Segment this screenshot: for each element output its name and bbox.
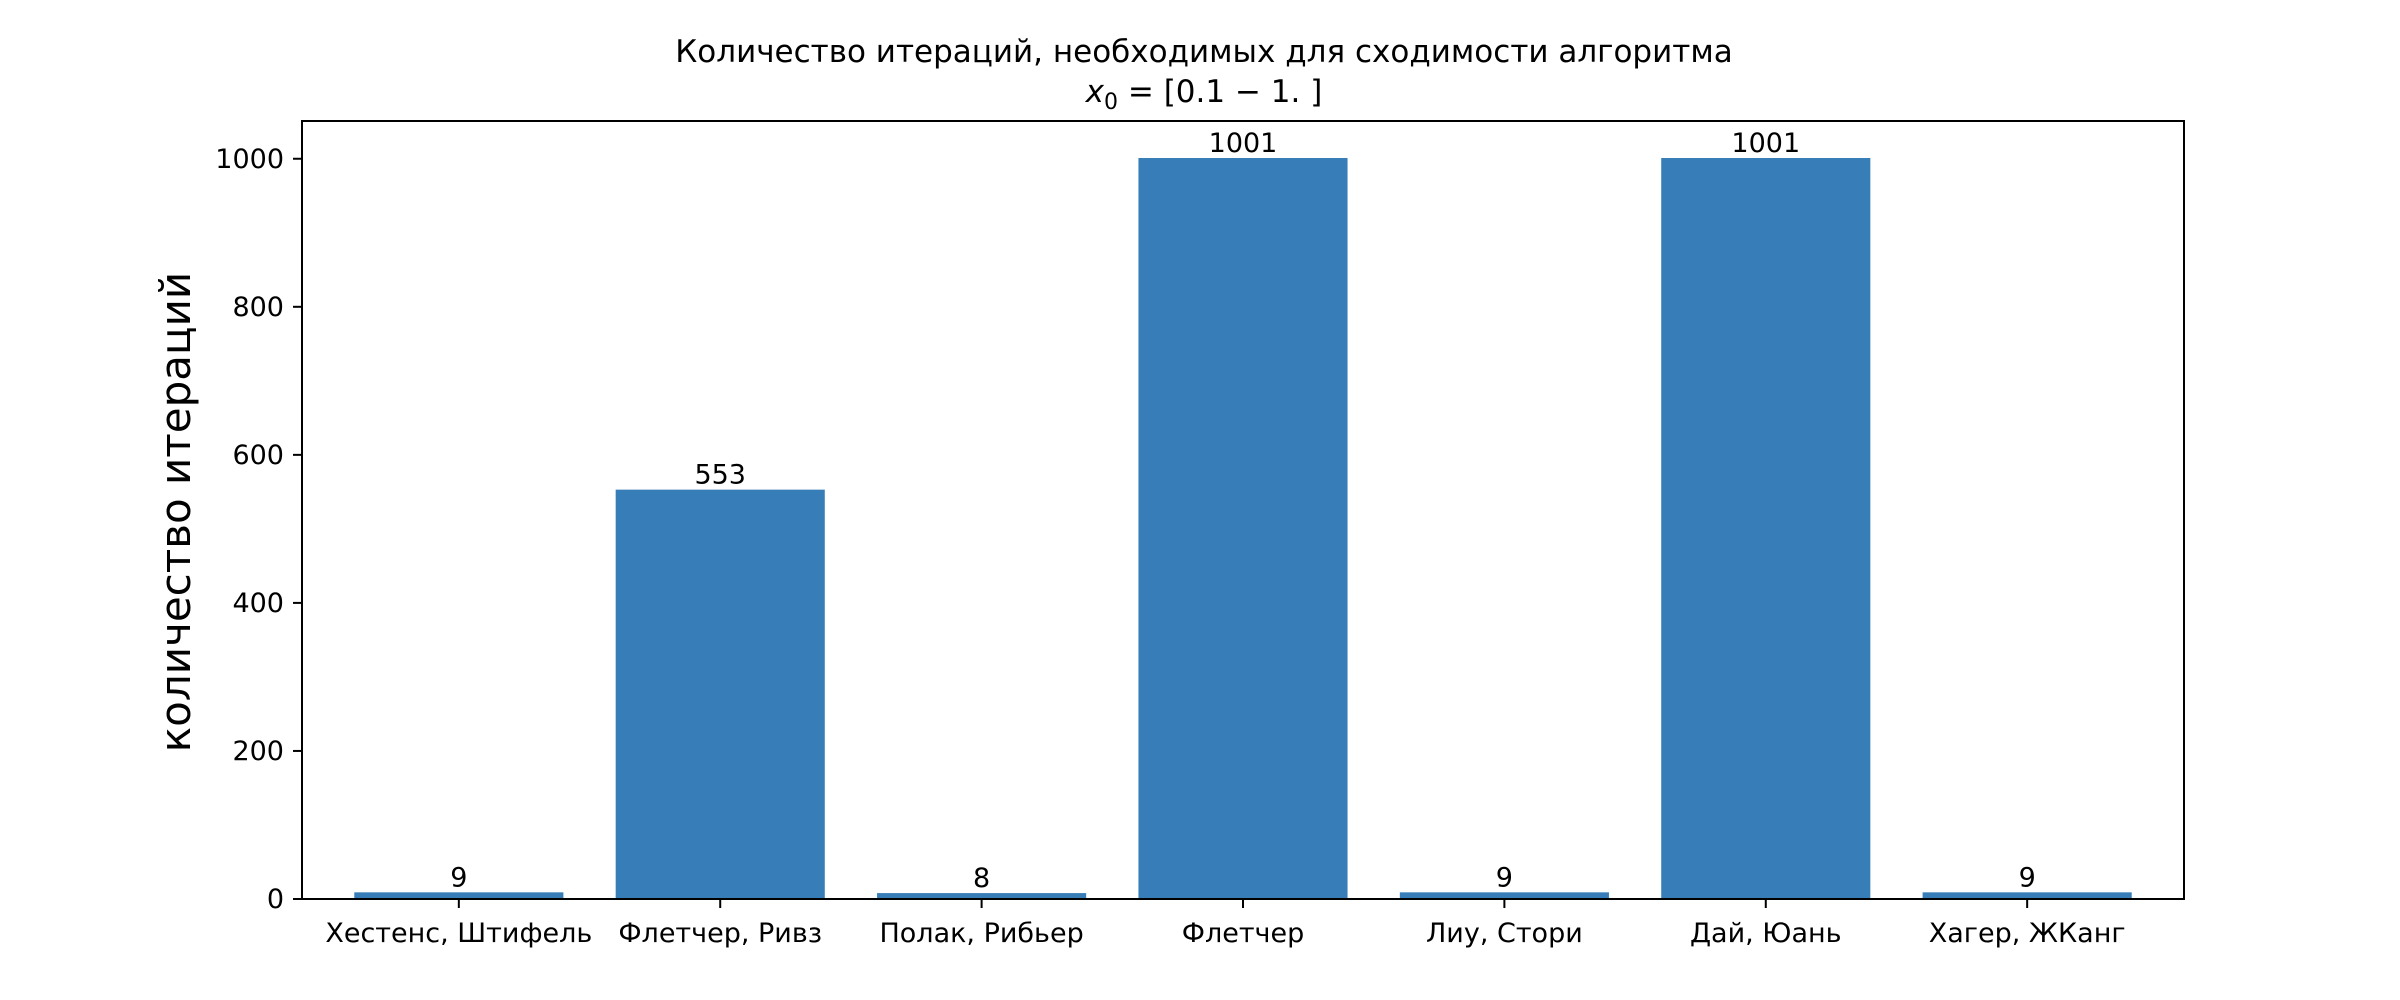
- bar-value-label-7: 9: [2019, 862, 2036, 893]
- x-tick-label-4: Флетчер: [1182, 918, 1305, 949]
- y-tick-label-0: 0: [267, 884, 284, 915]
- bar-1: [354, 892, 564, 899]
- bar-4: [1138, 158, 1348, 899]
- bar-7: [1922, 892, 2132, 899]
- y-tick-label-800: 800: [232, 292, 284, 323]
- x-tick-label-2: Флетчер, Ривз: [618, 918, 822, 949]
- x-tick-label-7: Хагер, ЖКанг: [1929, 918, 2126, 949]
- bar-5: [1399, 892, 1609, 899]
- bar-value-label-6: 1001: [1731, 128, 1800, 159]
- x-tick-label-5: Лиу, Стори: [1426, 918, 1583, 949]
- subtitle-rest: = [0.1 − 1. ]: [1118, 74, 1322, 110]
- bar-3: [877, 893, 1087, 899]
- bar-value-label-3: 8: [973, 863, 990, 894]
- bar-6: [1661, 158, 1871, 899]
- x-tick-label-6: Дай, Юань: [1690, 918, 1842, 949]
- y-tick-label-1000: 1000: [215, 144, 284, 175]
- x-axis: Хестенс, Штифель Флетчер, Ривз Полак, Рибь…: [325, 899, 2126, 949]
- chart-title: Количество итераций, необходимых для схо…: [675, 34, 1732, 70]
- y-tick-label-400: 400: [232, 588, 284, 619]
- chart-subtitle: x0 = [0.1 − 1. ]: [1085, 74, 1323, 115]
- y-axis: 0 200 400 600 800 1000: [215, 144, 302, 915]
- bar-labels-layer: 9 553 8 1001 9 1001 9: [450, 128, 2036, 894]
- bar-value-label-4: 1001: [1209, 128, 1278, 159]
- subtitle-subscript: 0: [1104, 90, 1118, 115]
- bar-value-label-2: 553: [694, 460, 746, 491]
- plot-frame: [301, 120, 2185, 900]
- x-tick-label-3: Полак, Рибьер: [879, 918, 1083, 949]
- y-tick-label-600: 600: [232, 440, 284, 471]
- y-axis-label: количество итераций: [151, 272, 200, 752]
- bar-value-label-1: 9: [450, 862, 467, 893]
- bar-2: [615, 489, 825, 899]
- x-tick-label-1: Хестенс, Штифель: [325, 918, 592, 949]
- y-tick-label-200: 200: [232, 736, 284, 767]
- bar-value-label-5: 9: [1496, 862, 1513, 893]
- bars-layer: [354, 158, 2132, 899]
- subtitle-variable: x: [1085, 74, 1105, 110]
